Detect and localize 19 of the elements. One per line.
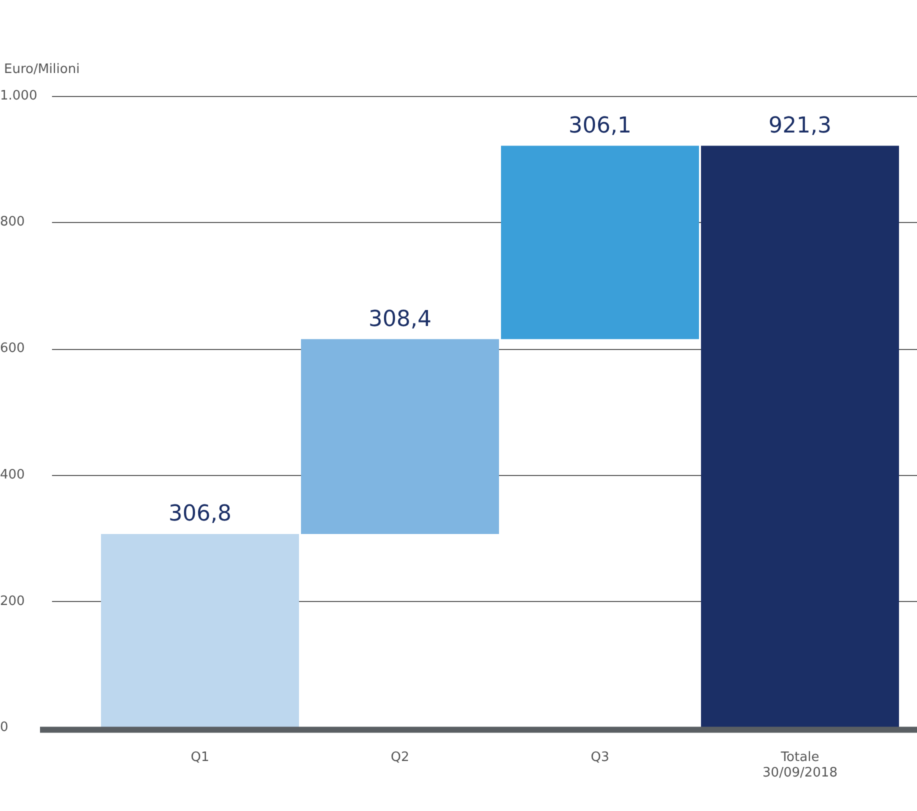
y-tick-label: 400 bbox=[0, 467, 25, 482]
x-tick-label: Q2 bbox=[390, 750, 410, 765]
y-tick-label: 800 bbox=[0, 214, 25, 230]
x-tick-label: Q1 bbox=[190, 750, 210, 765]
data-label: 308,4 bbox=[368, 306, 432, 332]
y-tick-label: 200 bbox=[0, 594, 25, 609]
data-label: 306,8 bbox=[168, 502, 232, 527]
data-label: 921,3 bbox=[768, 113, 832, 138]
data-label: 306,1 bbox=[568, 113, 632, 138]
y-tick-label: 0 bbox=[0, 720, 8, 736]
x-tick-label: Q3 bbox=[590, 750, 610, 765]
bar bbox=[701, 146, 899, 728]
bar bbox=[101, 534, 299, 728]
bar bbox=[501, 146, 699, 340]
y-axis-title: Euro/Milioni bbox=[4, 62, 80, 77]
y-tick-label: 600 bbox=[0, 341, 25, 356]
x-tick-label: Totale 30/09/2018 bbox=[762, 750, 838, 781]
bar bbox=[301, 339, 499, 534]
y-tick-label: 1.000 bbox=[0, 88, 38, 104]
